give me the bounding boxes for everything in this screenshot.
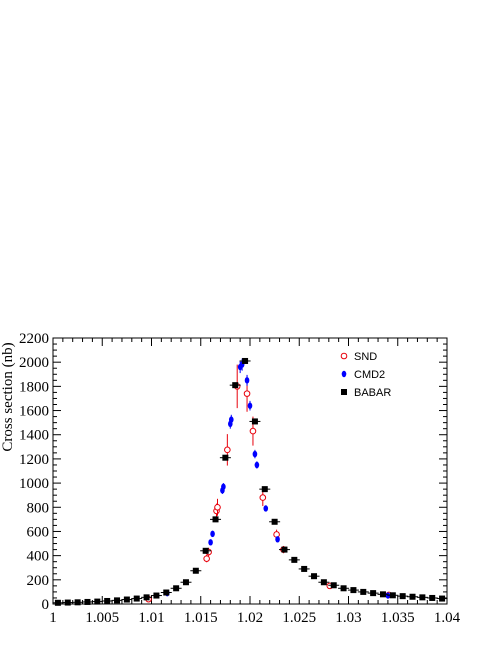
data-point-babar: [330, 582, 337, 589]
x-tick-label: 1.04: [434, 610, 461, 626]
data-point-cmd2: [228, 416, 234, 423]
data-point-babar: [389, 592, 396, 599]
legend-label-cmd2: CMD2: [354, 369, 385, 381]
data-point-babar: [370, 590, 377, 597]
data-point-cmd2: [247, 402, 253, 409]
y-tick-label: 600: [27, 524, 50, 540]
data-point-babar: [350, 587, 357, 594]
data-point-babar: [340, 585, 347, 592]
legend-label-babar: BABAR: [354, 387, 391, 399]
data-point-babar: [182, 579, 189, 586]
data-point-cmd2: [263, 505, 269, 512]
data-point-babar: [133, 595, 140, 602]
y-tick-label: 200: [27, 573, 50, 589]
data-point-babar: [439, 595, 446, 602]
y-axis-label: Cross section (nb): [0, 342, 16, 451]
data-point-cmd2: [254, 461, 260, 469]
series-babar: [52, 357, 448, 606]
y-tick-label: 1200: [19, 452, 49, 468]
data-point-snd: [203, 555, 210, 562]
x-tick-label: 1.015: [184, 610, 218, 626]
data-point-babar: [54, 599, 61, 606]
x-axis: 1 1.005 1.01 1.015 1.02 1.025 1.03 1.035 1.04: [49, 338, 461, 626]
data-point-babar: [320, 579, 327, 586]
data-point-babar: [74, 599, 81, 606]
legend-marker-snd: [340, 352, 348, 360]
x-tick-label: 1.01: [138, 610, 164, 626]
data-point-cmd2: [208, 539, 213, 546]
x-tick-label: 1.03: [335, 610, 361, 626]
x-tick-label: 1.02: [237, 610, 263, 626]
data-point-babar: [104, 597, 111, 604]
data-point-babar: [212, 516, 219, 523]
data-point-snd: [243, 390, 251, 397]
series-layer: [52, 357, 448, 606]
x-tick-label: 1.025: [282, 610, 316, 626]
y-tick-label: 2200: [19, 331, 49, 347]
x-tick-label: 1: [49, 610, 57, 626]
legend: SND CMD2 BABAR: [340, 351, 391, 399]
data-point-babar: [360, 588, 367, 595]
y-tick-label: 400: [27, 549, 50, 565]
data-point-babar: [153, 592, 160, 599]
data-point-babar: [163, 589, 170, 596]
data-point-babar: [192, 567, 199, 574]
data-point-babar: [409, 593, 416, 600]
legend-marker-cmd2: [341, 370, 347, 378]
data-point-babar: [202, 547, 209, 554]
x-tick-label: 1.035: [381, 610, 415, 626]
data-point-cmd2: [210, 530, 215, 538]
data-point-babar: [301, 565, 308, 572]
data-point-babar: [399, 593, 406, 600]
data-point-snd: [214, 503, 221, 511]
series-snd: [145, 364, 393, 603]
x-tick-label: 1.005: [85, 610, 119, 626]
data-point-snd: [224, 446, 231, 454]
y-tick-label: 0: [42, 597, 50, 613]
data-point-babar: [291, 556, 298, 563]
legend-label-snd: SND: [354, 351, 377, 363]
data-point-babar: [271, 518, 278, 525]
data-point-babar: [379, 591, 386, 598]
data-point-babar: [94, 598, 101, 605]
y-axis: 0 200 400 600 800 1000 1200 1400 1600 1800 2000 220…: [19, 331, 447, 613]
data-point-cmd2: [275, 536, 280, 543]
y-tick-label: 2000: [19, 355, 49, 371]
data-point-babar: [261, 486, 268, 493]
y-tick-label: 1400: [19, 428, 49, 444]
data-point-babar: [64, 599, 71, 606]
data-point-babar: [429, 594, 436, 601]
plot-frame: [52, 337, 448, 605]
data-point-babar: [251, 418, 258, 425]
data-point-snd: [259, 494, 267, 501]
legend-marker-babar: [341, 389, 347, 395]
data-point-babar: [143, 594, 150, 601]
data-point-babar: [84, 598, 91, 605]
data-point-babar: [419, 594, 426, 601]
data-point-babar: [311, 573, 318, 580]
data-point-babar: [281, 546, 288, 553]
y-tick-label: 1000: [19, 476, 49, 492]
data-point-babar: [222, 454, 229, 461]
data-point-babar: [123, 596, 130, 603]
y-tick-label: 800: [27, 500, 50, 516]
y-tick-label: 1800: [19, 379, 49, 395]
data-point-cmd2: [221, 483, 226, 490]
data-point-babar: [173, 585, 180, 592]
data-point-babar: [242, 357, 249, 364]
y-tick-label: 1600: [19, 404, 49, 420]
data-point-cmd2: [244, 377, 250, 384]
data-point-snd: [249, 427, 257, 435]
data-point-babar: [232, 382, 239, 389]
data-point-cmd2: [252, 450, 258, 458]
plot-border: [52, 337, 448, 605]
data-point-babar: [114, 597, 121, 604]
